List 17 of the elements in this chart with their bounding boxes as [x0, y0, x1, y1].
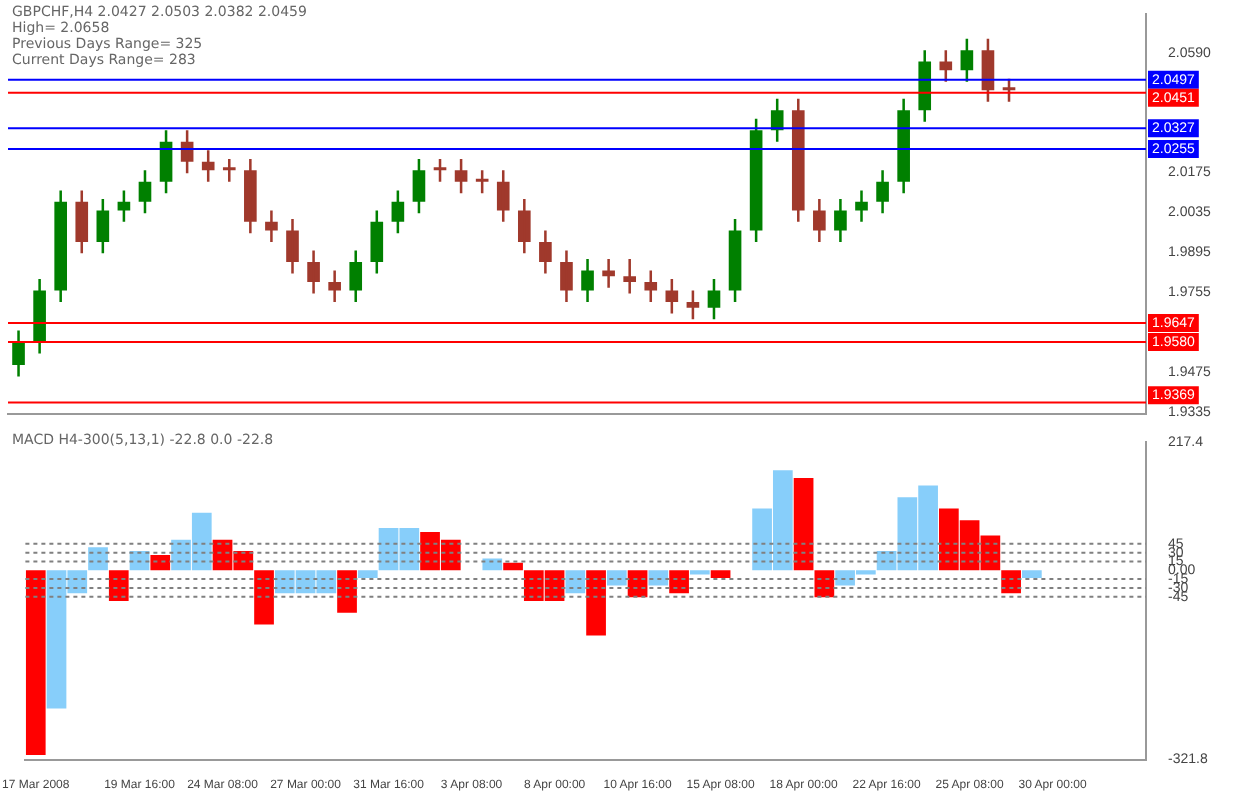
bar [814, 570, 835, 598]
bar [503, 562, 523, 571]
bar [337, 570, 357, 613]
bar [586, 570, 606, 636]
bar [108, 570, 129, 601]
bar [88, 547, 108, 571]
bar [25, 570, 46, 756]
bar [150, 555, 171, 571]
bar [254, 570, 274, 625]
bar [793, 477, 814, 571]
bar [710, 570, 731, 578]
bar [648, 570, 669, 586]
bar [669, 570, 689, 594]
bar [565, 570, 586, 594]
bar [1022, 570, 1042, 578]
bar [606, 570, 627, 586]
bar [357, 570, 378, 578]
